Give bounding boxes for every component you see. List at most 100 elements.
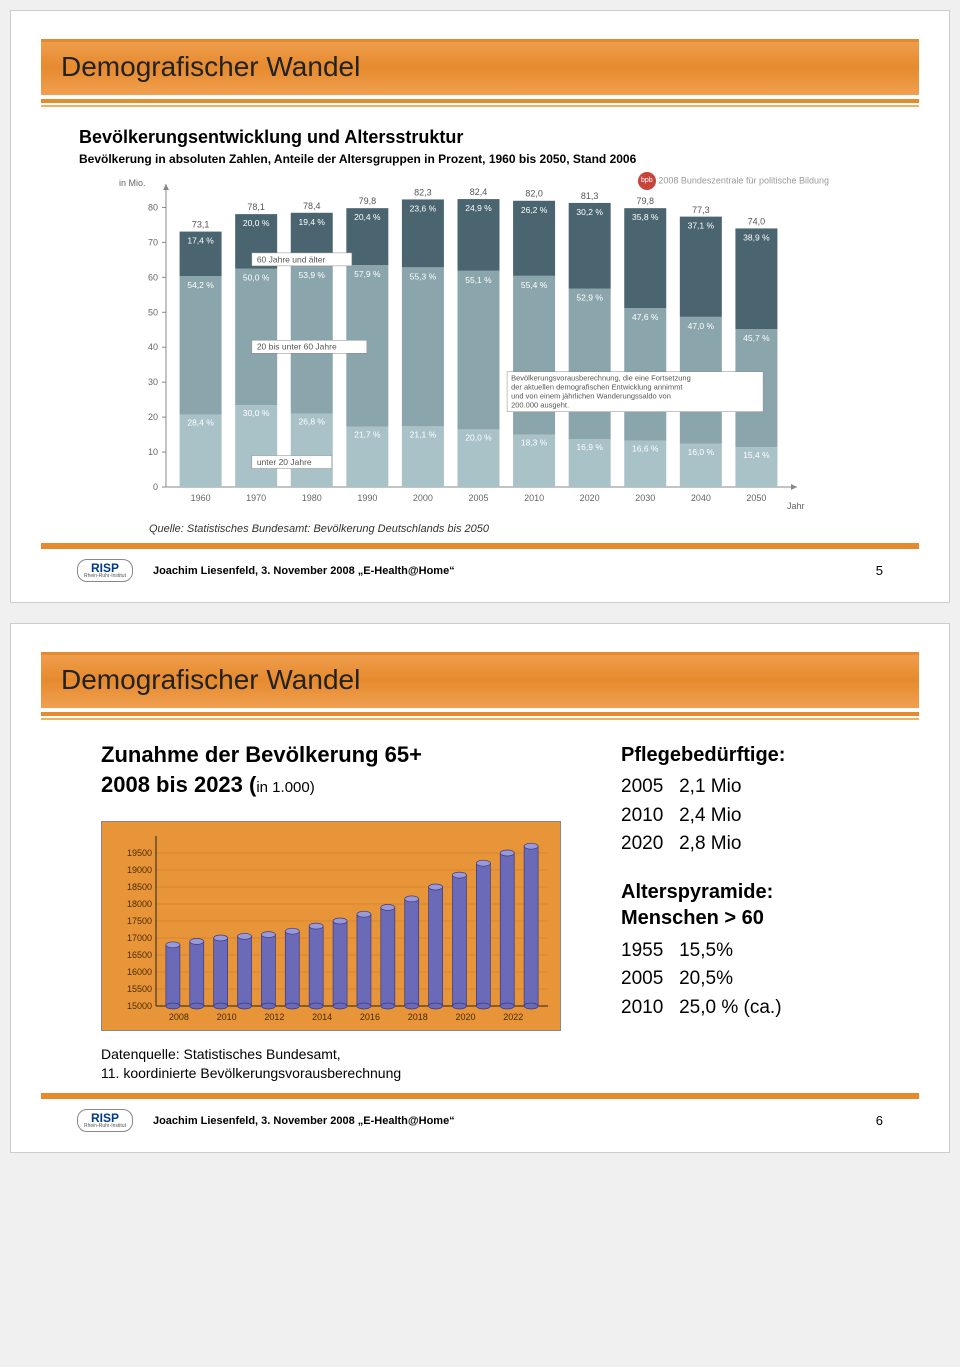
svg-text:18,3 %: 18,3 % <box>521 438 548 448</box>
svg-text:82,0: 82,0 <box>525 188 543 198</box>
svg-text:30: 30 <box>148 377 158 387</box>
svg-text:15500: 15500 <box>127 984 152 994</box>
svg-text:23,6 %: 23,6 % <box>410 203 437 213</box>
svg-text:2000: 2000 <box>413 493 433 503</box>
subtitle: Bevölkerungsentwicklung und Altersstrukt… <box>79 127 881 148</box>
footer-line <box>41 543 919 549</box>
footer: RISPRhein-Ruhr-Institut Joachim Liesenfe… <box>41 1109 919 1132</box>
svg-text:17500: 17500 <box>127 916 152 926</box>
svg-text:38,9 %: 38,9 % <box>743 232 770 242</box>
table-row: 2005 2,1 Mio <box>621 773 881 802</box>
svg-text:17000: 17000 <box>127 933 152 943</box>
svg-text:70: 70 <box>148 237 158 247</box>
pyramid-heading: Alterspyramide:Menschen > 60 <box>621 879 881 931</box>
svg-text:30,0 %: 30,0 % <box>243 408 270 418</box>
risp-logo: RISPRhein-Ruhr-Institut <box>77 559 133 582</box>
svg-text:17,4 %: 17,4 % <box>187 236 214 246</box>
title-bar: Demografischer Wandel <box>41 39 919 95</box>
svg-text:20: 20 <box>148 412 158 422</box>
svg-text:und von einem jährlichen Wande: und von einem jährlichen Wanderungssaldo… <box>511 392 671 401</box>
svg-text:16500: 16500 <box>127 950 152 960</box>
svg-text:19,4 %: 19,4 % <box>299 217 326 227</box>
svg-text:19000: 19000 <box>127 865 152 875</box>
svg-text:2018: 2018 <box>408 1012 428 1022</box>
svg-text:78,4: 78,4 <box>303 201 321 211</box>
footer-text: Joachim Liesenfeld, 3. November 2008 „E-… <box>153 565 455 577</box>
svg-text:Bevölkerungsvorausberechnung,: Bevölkerungsvorausberechnung, die eine F… <box>511 374 691 383</box>
svg-text:82,3: 82,3 <box>414 187 432 197</box>
table-row: 2010 2,4 Mio <box>621 802 881 831</box>
svg-text:60 Jahre und älter: 60 Jahre und älter <box>257 254 326 264</box>
svg-text:78,1: 78,1 <box>247 202 265 212</box>
svg-text:2022: 2022 <box>503 1012 523 1022</box>
slide-5: ◢E-Health@Home Forschung - Gestaltung - … <box>10 10 950 603</box>
growth-chart: 1500015500160001650017000175001800018500… <box>101 821 561 1031</box>
svg-text:60: 60 <box>148 272 158 282</box>
footer: RISPRhein-Ruhr-Institut Joachim Liesenfe… <box>41 559 919 582</box>
svg-text:20,4 %: 20,4 % <box>354 212 381 222</box>
svg-text:73,1: 73,1 <box>192 220 210 230</box>
svg-text:26,8 %: 26,8 % <box>299 417 326 427</box>
svg-text:15,4 %: 15,4 % <box>743 450 770 460</box>
svg-text:79,8: 79,8 <box>636 196 654 206</box>
svg-text:20,0 %: 20,0 % <box>465 432 492 442</box>
footer-line <box>41 1093 919 1099</box>
svg-text:24,9 %: 24,9 % <box>465 203 492 213</box>
left-column: Zunahme der Bevölkerung 65+2008 bis 2023… <box>101 740 591 1083</box>
svg-text:79,8: 79,8 <box>359 196 377 206</box>
bpb-credit: bpb 2008 Bundeszentrale für politische B… <box>638 172 829 190</box>
svg-text:der aktuellen demografischen E: der aktuellen demografischen Entwicklung… <box>511 383 683 392</box>
pyramid-table: 1955 15,5%2005 20,5%2010 25,0 % (ca.) <box>621 937 881 1023</box>
svg-text:30,2 %: 30,2 % <box>576 207 603 217</box>
svg-text:unter 20 Jahre: unter 20 Jahre <box>257 457 312 467</box>
svg-text:16,0 %: 16,0 % <box>688 447 715 457</box>
slide-title: Demografischer Wandel <box>61 664 360 696</box>
svg-text:2050: 2050 <box>746 493 766 503</box>
svg-text:2005: 2005 <box>468 493 488 503</box>
svg-text:54,2 %: 54,2 % <box>187 280 214 290</box>
svg-text:in Mio.: in Mio. <box>119 178 146 188</box>
source-2: Datenquelle: Statistisches Bundesamt,11.… <box>101 1045 591 1083</box>
table-row: 1955 15,5% <box>621 937 881 966</box>
divider <box>41 712 919 722</box>
svg-text:26,2 %: 26,2 % <box>521 205 548 215</box>
svg-text:28,4 %: 28,4 % <box>187 417 214 427</box>
svg-text:80: 80 <box>148 202 158 212</box>
svg-text:21,1 %: 21,1 % <box>410 429 437 439</box>
svg-text:16,6 %: 16,6 % <box>632 444 659 454</box>
svg-text:2008: 2008 <box>169 1012 189 1022</box>
svg-text:19500: 19500 <box>127 848 152 858</box>
table-row: 2020 2,8 Mio <box>621 830 881 859</box>
svg-text:2014: 2014 <box>312 1012 332 1022</box>
svg-text:2010: 2010 <box>524 493 544 503</box>
svg-text:Jahr: Jahr <box>787 501 805 511</box>
divider <box>41 99 919 109</box>
care-heading: Pflegebedürftige: <box>621 744 881 767</box>
svg-text:1970: 1970 <box>246 493 266 503</box>
risp-logo: RISPRhein-Ruhr-Institut <box>77 1109 133 1132</box>
svg-text:2030: 2030 <box>635 493 655 503</box>
chart-heading: Zunahme der Bevölkerung 65+2008 bis 2023… <box>101 740 591 799</box>
svg-text:40: 40 <box>148 342 158 352</box>
svg-text:50: 50 <box>148 307 158 317</box>
svg-text:55,3 %: 55,3 % <box>410 271 437 281</box>
source: Quelle: Statistisches Bundesamt: Bevölke… <box>149 523 919 535</box>
svg-text:0: 0 <box>153 482 158 492</box>
svg-text:52,9 %: 52,9 % <box>576 293 603 303</box>
svg-text:82,4: 82,4 <box>470 187 488 197</box>
svg-text:2020: 2020 <box>455 1012 475 1022</box>
title-bar: Demografischer Wandel <box>41 652 919 708</box>
svg-text:18000: 18000 <box>127 899 152 909</box>
svg-text:77,3: 77,3 <box>692 205 710 215</box>
svg-text:2012: 2012 <box>264 1012 284 1022</box>
footer-text: Joachim Liesenfeld, 3. November 2008 „E-… <box>153 1115 455 1127</box>
slide-6: ◢E-Health@Home Forschung - Gestaltung - … <box>10 623 950 1153</box>
population-chart: bpb 2008 Bundeszentrale für politische B… <box>111 172 849 517</box>
table-row: 2010 25,0 % (ca.) <box>621 994 881 1023</box>
svg-text:16,9 %: 16,9 % <box>576 442 603 452</box>
svg-text:47,6 %: 47,6 % <box>632 312 659 322</box>
svg-text:2020: 2020 <box>580 493 600 503</box>
svg-text:15000: 15000 <box>127 1001 152 1011</box>
svg-text:57,9 %: 57,9 % <box>354 269 381 279</box>
svg-text:1990: 1990 <box>357 493 377 503</box>
